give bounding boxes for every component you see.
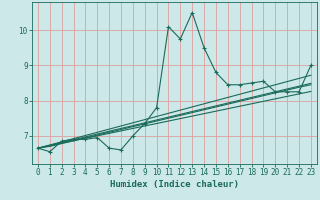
X-axis label: Humidex (Indice chaleur): Humidex (Indice chaleur) [110, 180, 239, 189]
